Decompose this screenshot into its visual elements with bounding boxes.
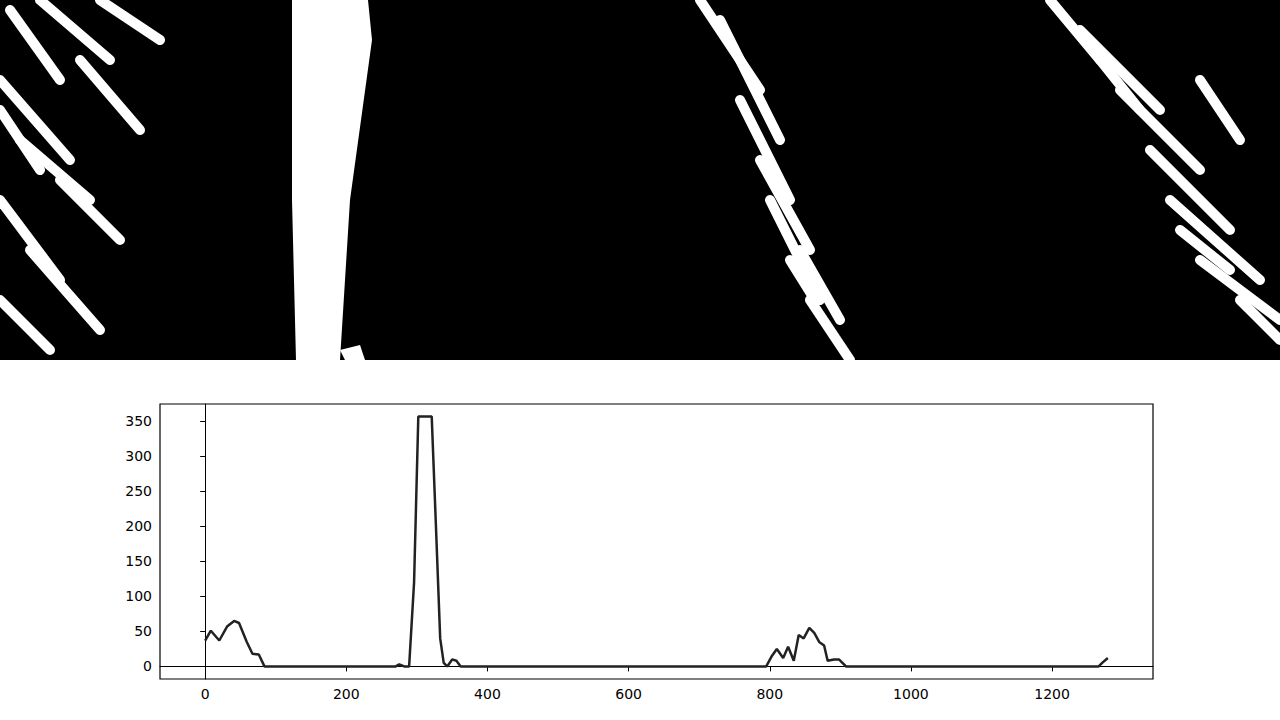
svg-text:100: 100: [125, 588, 152, 604]
svg-text:350: 350: [125, 413, 152, 429]
svg-text:200: 200: [125, 518, 152, 534]
svg-text:250: 250: [125, 483, 152, 499]
svg-text:1200: 1200: [1034, 686, 1070, 702]
svg-text:800: 800: [756, 686, 783, 702]
svg-text:0: 0: [201, 686, 210, 702]
svg-text:200: 200: [333, 686, 360, 702]
svg-text:50: 50: [134, 623, 152, 639]
svg-text:0: 0: [143, 658, 152, 674]
svg-text:150: 150: [125, 553, 152, 569]
svg-text:600: 600: [615, 686, 642, 702]
svg-text:400: 400: [474, 686, 501, 702]
svg-text:1000: 1000: [893, 686, 929, 702]
svg-text:300: 300: [125, 448, 152, 464]
